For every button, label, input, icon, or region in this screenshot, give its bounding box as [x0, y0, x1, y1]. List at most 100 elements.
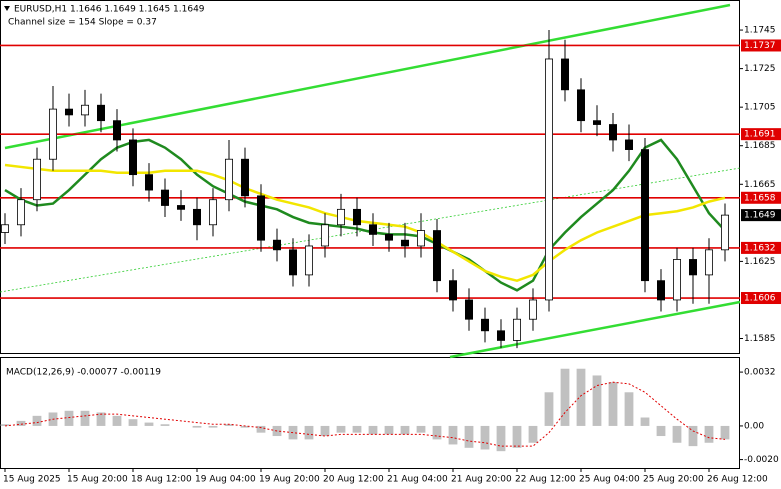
- level-label-box: [741, 39, 781, 52]
- candle-body: [224, 158, 233, 201]
- macd-bar: [80, 410, 90, 426]
- macd-title: MACD(12,26,9) -0.00077 -0.00119: [6, 368, 161, 378]
- macd-bar: [464, 425, 474, 448]
- level-label-box: [741, 241, 781, 254]
- candle-body: [432, 230, 441, 282]
- x-tick-label: 22 Aug 12:00: [515, 475, 576, 485]
- y-tick-label: 1.1705: [744, 103, 776, 113]
- macd-bar: [240, 425, 250, 428]
- channel-mid: [0, 167, 741, 293]
- macd-bar: [496, 425, 506, 452]
- candle-body: [529, 299, 538, 320]
- y-tick-label: 1.1665: [744, 180, 776, 190]
- candle-body: [81, 104, 90, 116]
- candle-body: [609, 124, 618, 141]
- candle-body: [113, 120, 122, 141]
- level-label-box: [741, 191, 781, 204]
- macd-bar: [720, 425, 730, 440]
- x-tick-label: 25 Aug 20:00: [643, 475, 704, 485]
- macd-bar: [448, 425, 458, 445]
- candle-body: [272, 239, 281, 251]
- candle-body: [400, 239, 409, 247]
- macd-bar: [432, 425, 442, 440]
- candle-body: [176, 205, 185, 210]
- candle-body: [368, 224, 377, 235]
- main-panel: [0, 0, 740, 354]
- level-label: 1.1606: [744, 294, 776, 304]
- macd-bar: [256, 425, 266, 433]
- candle-body: [561, 58, 570, 91]
- x-tick-label: 15 Aug 2025: [3, 475, 61, 485]
- macd-bar: [96, 412, 106, 426]
- x-tick-label: 18 Aug 12:00: [131, 475, 192, 485]
- macd-bar: [480, 425, 490, 450]
- candle-body: [16, 199, 25, 226]
- x-tick-label: 20 Aug 12:00: [323, 475, 384, 485]
- y-tick-label: 1.1585: [744, 334, 776, 344]
- macd-bar: [32, 415, 42, 426]
- candle-body: [240, 158, 249, 197]
- candle-body: [97, 104, 106, 122]
- macd-bar: [144, 422, 154, 426]
- macd-bar: [384, 425, 394, 435]
- candle-body: [513, 318, 522, 341]
- chart-title: EURUSD,H1 1.1646 1.1649 1.1645 1.1649: [14, 5, 205, 15]
- x-tick-label: 15 Aug 20:00: [67, 475, 128, 485]
- candle-body: [480, 318, 489, 332]
- candle-body: [208, 199, 217, 226]
- macd-bar: [416, 425, 426, 433]
- candle-body: [144, 174, 153, 191]
- macd-bar: [368, 425, 378, 435]
- x-tick-label: 19 Aug 20:00: [259, 475, 320, 485]
- y-tick-label: 0.00: [744, 421, 764, 431]
- macd-bar: [320, 425, 330, 437]
- candle-body: [689, 259, 698, 276]
- candle-body: [160, 189, 169, 206]
- macd-bar: [192, 425, 202, 428]
- macd-bar: [624, 392, 634, 426]
- candle-body: [577, 89, 586, 122]
- macd-bar: [160, 424, 170, 426]
- macd-bar: [704, 425, 714, 443]
- last-price-box: [741, 209, 781, 222]
- level-label: 1.1691: [744, 130, 776, 140]
- y-tick-label: 0.0032: [744, 368, 776, 378]
- candle-body: [496, 330, 505, 341]
- candle-body: [288, 249, 297, 276]
- macd-bar: [208, 425, 218, 428]
- channel-upper: [4, 3, 731, 150]
- macd-bar: [544, 392, 554, 426]
- candle-body: [625, 139, 634, 150]
- main-plot: [0, 30, 730, 349]
- candle-body: [0, 224, 9, 233]
- macd-bar: [608, 382, 618, 426]
- level-label: 1.1632: [744, 243, 776, 253]
- candle-body: [416, 230, 425, 247]
- chart-subtitle: Channel size = 154 Slope = 0.37: [8, 18, 157, 28]
- macd-bar: [656, 425, 666, 437]
- x-tick-label: 19 Aug 04:00: [195, 475, 256, 485]
- candle-body: [673, 259, 682, 301]
- candle-body: [352, 208, 361, 226]
- candle-body: [192, 208, 201, 226]
- macd-bar: [672, 425, 682, 443]
- candle-body: [464, 299, 473, 320]
- x-tick-label: 21 Aug 04:00: [387, 475, 448, 485]
- level-label: 1.1737: [744, 41, 776, 51]
- candle-body: [657, 280, 666, 301]
- macd-signal: [4, 381, 726, 447]
- candle-body: [336, 208, 345, 226]
- y-tick-label: 1.1625: [744, 257, 776, 267]
- macd-bar: [304, 425, 314, 440]
- y-tick-label: -0.0020: [744, 455, 779, 465]
- candle-body: [49, 108, 58, 160]
- candle-body: [65, 108, 74, 116]
- macd-bar: [528, 425, 538, 443]
- macd-bar: [336, 425, 346, 433]
- macd-bar: [64, 410, 74, 426]
- channel-lower: [449, 300, 741, 359]
- macd-bar: [560, 368, 570, 426]
- candle-body: [721, 214, 730, 251]
